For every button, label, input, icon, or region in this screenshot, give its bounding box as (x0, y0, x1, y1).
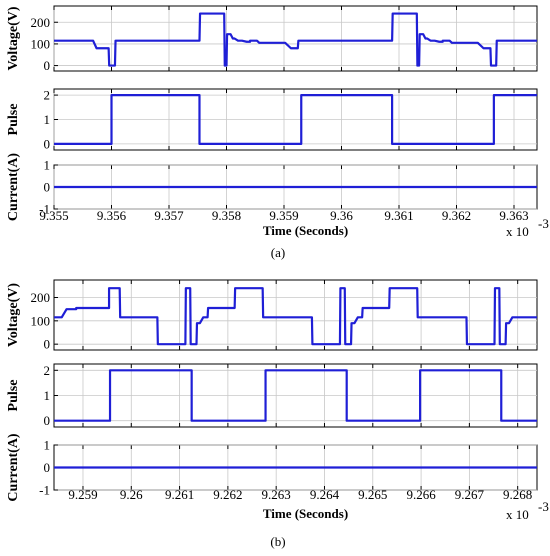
x-axis-label: Time (Seconds) (263, 223, 348, 238)
x-axis-label: Time (Seconds) (263, 506, 348, 521)
x-tick-label: 9.36 (330, 208, 353, 223)
x-tick-label: 9.267 (455, 487, 485, 502)
x-tick-label: 9.356 (97, 208, 127, 223)
figure-caption: (a) (271, 245, 285, 260)
x-multiplier-exponent: -3 (538, 216, 549, 231)
x-tick-label: 9.264 (310, 487, 340, 502)
x-multiplier: x 10 (506, 224, 529, 239)
x-tick-label: 9.358 (212, 208, 241, 223)
y-tick-label: 200 (31, 15, 51, 30)
x-tick-label: 9.359 (269, 208, 298, 223)
x-tick-label: 9.268 (503, 487, 532, 502)
y-axis-label: Pulse (6, 104, 21, 136)
y-tick-label: 1 (44, 438, 51, 453)
x-tick-label: 9.355 (39, 208, 68, 223)
x-tick-label: 9.361 (384, 208, 413, 223)
x-tick-label: 9.266 (406, 487, 436, 502)
y-tick-label: 100 (31, 36, 51, 51)
y-tick-label: 0 (44, 337, 51, 352)
x-tick-label: 9.357 (154, 208, 184, 223)
y-axis-label: Voltage(V) (6, 283, 21, 347)
y-tick-label: -1 (39, 483, 50, 498)
series-line (54, 287, 537, 346)
panel-current-a: -1 0 1 Current(A) (6, 433, 538, 502)
x-tick-label: 9.362 (442, 208, 471, 223)
y-tick-label: 0 (44, 413, 51, 428)
y-tick-label: 100 (31, 313, 51, 328)
x-tick-label: 9.265 (358, 487, 387, 502)
y-tick-label: 200 (31, 290, 51, 305)
y-tick-label: 0 (44, 460, 51, 475)
panel-pulse: 0 1 2 Pulse (6, 88, 538, 151)
x-tick-label: 9.259 (68, 487, 97, 502)
panel-current-a: -1 0 1 Current(A) (6, 153, 538, 222)
y-tick-label: 1 (44, 388, 51, 403)
x-tick-label: 9.262 (213, 487, 242, 502)
y-axis-label: Current(A) (6, 153, 21, 222)
y-tick-label: -1 (39, 202, 50, 217)
y-tick-label: 2 (44, 363, 51, 378)
series-line (54, 94, 537, 145)
x-tick-label: 9.261 (165, 487, 194, 502)
x-tick-label: 9.363 (499, 208, 528, 223)
y-axis-label: Current(A) (6, 433, 21, 502)
x-tick-label: 9.26 (120, 487, 143, 502)
y-tick-label: 0 (44, 180, 51, 195)
x-multiplier-exponent: -3 (538, 499, 549, 514)
plot-frame (53, 5, 538, 72)
y-tick-label: 1 (44, 112, 51, 127)
panel-voltage-v: 0 100 200 Voltage(V) (6, 279, 538, 352)
panel-voltage-v: 0 100 200 Voltage(V) (6, 5, 538, 73)
y-axis-label: Voltage(V) (6, 6, 21, 70)
y-tick-label: 1 (44, 158, 51, 173)
chart-a: 0 100 200 Voltage(V) 0 1 2 Pulse -1 0 1 Current(A) 9… (6, 5, 549, 260)
y-tick-label: 0 (44, 58, 51, 73)
plot-frame (53, 279, 538, 351)
x-multiplier: x 10 (506, 507, 529, 522)
panel-pulse: 0 1 2 Pulse (6, 363, 538, 428)
chart-b: 0 100 200 Voltage(V) 0 1 2 Pulse -1 0 1 Current(A) 9… (6, 279, 549, 549)
y-axis-label: Pulse (6, 380, 21, 412)
y-tick-label: 0 (44, 136, 51, 151)
x-tick-label: 9.263 (262, 487, 291, 502)
series-line (54, 12, 537, 67)
y-tick-label: 2 (44, 88, 51, 103)
figure-caption: (b) (270, 534, 285, 549)
series-line (54, 369, 537, 422)
